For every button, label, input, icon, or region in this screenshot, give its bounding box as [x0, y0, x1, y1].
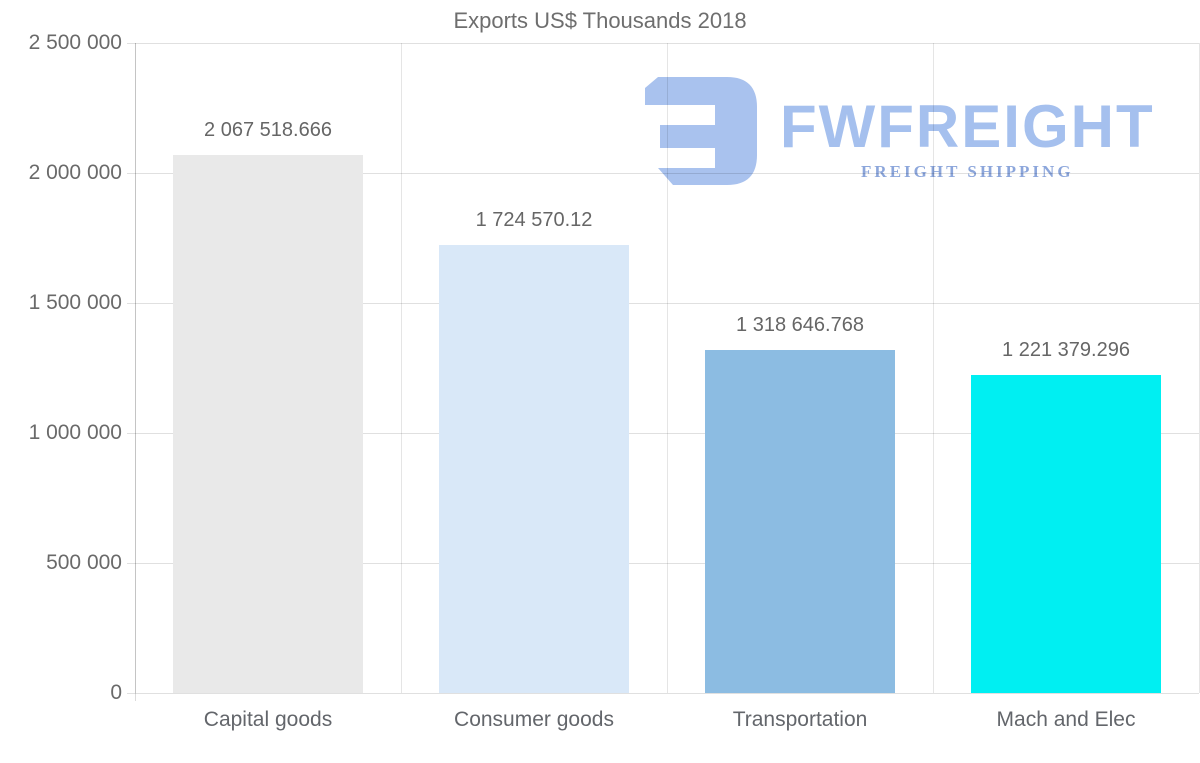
bar-value-label: 1 318 646.768 [736, 314, 864, 337]
gridline-vertical [667, 43, 668, 693]
gridline-vertical [933, 43, 934, 693]
gridline-horizontal [127, 693, 1199, 694]
bar-value-label: 1 221 379.296 [1002, 339, 1130, 362]
watermark-text: FWFREIGHT FREIGHT SHIPPING [780, 75, 1155, 182]
gridline-horizontal [127, 563, 1199, 564]
gridline-horizontal [127, 303, 1199, 304]
watermark-tagline-text: FREIGHT SHIPPING [861, 162, 1074, 181]
gridline-horizontal [127, 433, 1199, 434]
y-axis-tick-label: 0 [110, 681, 122, 704]
watermark: FWFREIGHT FREIGHT SHIPPING [643, 75, 1155, 187]
x-axis-category-label: Mach and Elec [996, 708, 1136, 731]
bar-value-label: 1 724 570.12 [475, 208, 593, 231]
y-axis-tick-label: 1 000 000 [28, 421, 122, 444]
y-axis-tick-label: 2 500 000 [28, 31, 122, 54]
bar-value-label: 2 067 518.666 [204, 119, 332, 142]
x-axis-category-label: Transportation [732, 708, 868, 731]
y-axis-tick-label: 2 000 000 [28, 161, 122, 184]
bar-transportation[interactable] [705, 350, 895, 693]
gridline-vertical [401, 43, 402, 693]
watermark-brand-text: FWFREIGHT [780, 93, 1155, 160]
bar-capital-goods[interactable] [173, 155, 363, 693]
chart-title: Exports US$ Thousands 2018 [453, 8, 747, 33]
gridline-vertical [135, 43, 136, 693]
y-axis-tick-label: 1 500 000 [28, 291, 122, 314]
x-axis-category-label: Consumer goods [454, 708, 614, 731]
bar-mach-and-elec[interactable] [971, 375, 1161, 693]
y-axis-tick-label: 500 000 [46, 551, 122, 574]
y-axis-line [135, 43, 136, 701]
gridline-horizontal [127, 43, 1199, 44]
x-axis-category-label: Capital goods [203, 708, 333, 731]
bar-consumer-goods[interactable] [439, 244, 629, 693]
gridline-horizontal [127, 173, 1199, 174]
fwfreight-logo-icon [645, 77, 757, 185]
